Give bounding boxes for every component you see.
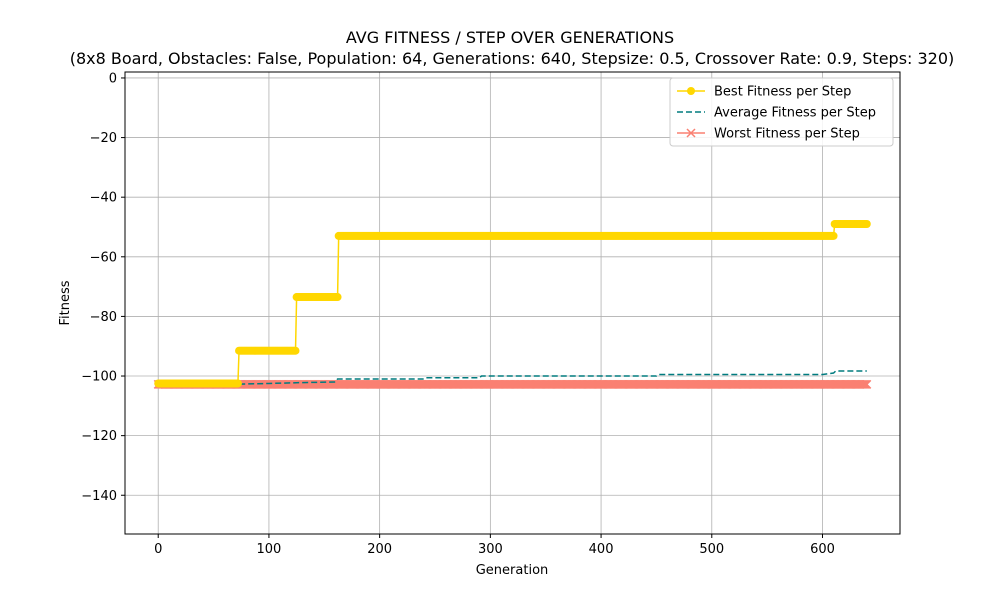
best-fitness-marker xyxy=(829,231,838,240)
plot-series xyxy=(153,220,872,389)
chart-subtitle: (8x8 Board, Obstacles: False, Population… xyxy=(70,49,955,68)
x-tick-label: 0 xyxy=(154,542,162,557)
worst-fitness-marker xyxy=(858,379,868,389)
y-axis-label: Fitness xyxy=(58,280,73,325)
legend-swatch-marker xyxy=(687,87,695,95)
worst-fitness-marker xyxy=(862,379,872,389)
best-fitness-marker xyxy=(862,220,871,229)
best-fitness-marker xyxy=(291,346,300,355)
y-tick-label: −60 xyxy=(90,250,117,265)
legend-label: Worst Fitness per Step xyxy=(714,127,860,142)
best-fitness-marker xyxy=(233,379,242,388)
plot-area-frame xyxy=(124,71,901,535)
best-fitness-marker xyxy=(333,293,342,302)
worst-fitness-marker xyxy=(860,379,870,389)
legend-swatch-marker xyxy=(686,128,696,138)
best-fitness-line xyxy=(158,223,867,385)
chart-title: AVG FITNESS / STEP OVER GENERATIONS xyxy=(346,28,674,47)
x-tick-label: 500 xyxy=(699,542,724,557)
legend-swatch xyxy=(677,128,705,138)
x-tick-label: 600 xyxy=(810,542,835,557)
average-fitness-line xyxy=(158,370,867,386)
legend-swatch xyxy=(677,87,705,95)
legend-frame xyxy=(669,77,894,147)
worst-fitness-marker xyxy=(861,379,871,389)
y-tick-label: 0 xyxy=(109,71,117,86)
y-tick-label: −20 xyxy=(90,131,117,146)
legend-label: Best Fitness per Step xyxy=(714,85,851,100)
y-tick-label: −140 xyxy=(81,489,117,504)
legend: Best Fitness per Step Average Fitness per… xyxy=(669,77,894,147)
y-tick-label: −40 xyxy=(90,191,117,206)
x-tick-label: 400 xyxy=(589,542,614,557)
y-tick-label: −100 xyxy=(81,370,117,385)
legend-label: Average Fitness per Step xyxy=(714,106,876,121)
x-tick-label: 100 xyxy=(257,542,282,557)
x-tick-label: 200 xyxy=(367,542,392,557)
y-tick-label: −80 xyxy=(90,310,117,325)
best-fitness-markers xyxy=(154,220,871,388)
x-tick-label: 300 xyxy=(478,542,503,557)
axis-ticks: 0 100 200 300 400 500 600 0 −20 −40 −60 −80 −100 −120… xyxy=(81,71,835,557)
y-tick-label: −120 xyxy=(81,429,117,444)
x-axis-label: Generation xyxy=(476,563,549,578)
